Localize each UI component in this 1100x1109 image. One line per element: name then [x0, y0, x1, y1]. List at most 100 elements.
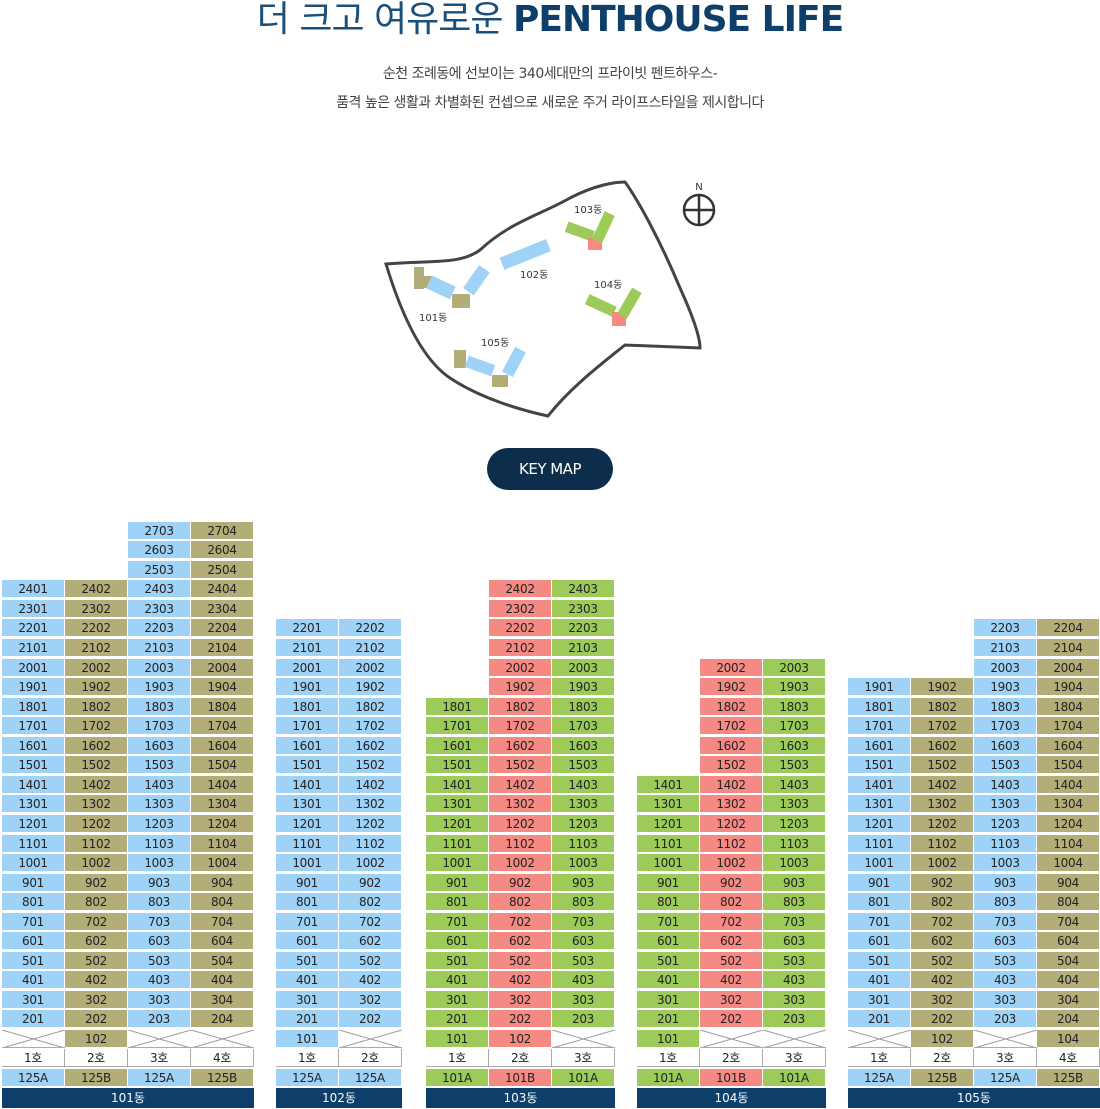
unit-cell: 1601 [848, 736, 911, 755]
unit-cell: 2603 [128, 541, 191, 560]
unit-cell: 1003 [974, 854, 1037, 873]
unit-cell: 1001 [848, 854, 911, 873]
unit-cell: 2002 [700, 658, 763, 677]
unit-cell: 2203 [552, 619, 615, 638]
unit-cell: 101 [276, 1030, 339, 1048]
unit-cell: 2003 [128, 658, 191, 677]
unit-cell: 1803 [974, 697, 1037, 716]
unit-cell: 2304 [191, 599, 254, 618]
site-key-map: N 103동 102동 104동 101동 105동 [384, 180, 716, 418]
unit-cell: 903 [974, 873, 1037, 892]
unit-cell: 2002 [489, 658, 552, 677]
unit-type: 125A [974, 1069, 1037, 1087]
unit-cell: 203 [128, 1010, 191, 1029]
unit-cell: 802 [65, 893, 128, 912]
unit-cell: 2302 [489, 599, 552, 618]
unit-cell: 901 [637, 873, 700, 892]
unit-cell: 901 [276, 873, 339, 892]
unit-cell: 2001 [276, 658, 339, 677]
unit-type: 101B [489, 1069, 552, 1087]
unit-cell: 601 [637, 932, 700, 951]
unit-cell: 1502 [700, 756, 763, 775]
unit-cell: 1703 [128, 717, 191, 736]
unit-cell: 401 [2, 971, 65, 990]
unit-cell: 1402 [911, 775, 974, 794]
unit-cell: 203 [974, 1010, 1037, 1029]
unit-cell: 1002 [911, 854, 974, 873]
unit-cell: 403 [128, 971, 191, 990]
building-104-shape [584, 287, 642, 326]
unit-cell: 201 [2, 1010, 65, 1029]
unit-cell: 704 [191, 912, 254, 931]
unit-cell: 301 [848, 990, 911, 1009]
unit-cell: 201 [276, 1010, 339, 1029]
unit-cell: 302 [339, 990, 402, 1009]
key-map-button[interactable]: KEY MAP [487, 448, 613, 490]
unit-cell: 1604 [191, 736, 254, 755]
building-name-label: 102동 [276, 1088, 402, 1108]
unit-cell: 1701 [276, 717, 339, 736]
unit-cell: 1903 [763, 678, 826, 697]
unit-cell: 202 [489, 1010, 552, 1029]
unit-cell: 101 [637, 1030, 700, 1048]
unit-cell: 2202 [489, 619, 552, 638]
unit-cell: 1401 [276, 775, 339, 794]
unit-cell: 203 [763, 1010, 826, 1029]
empty-floor-cell [552, 1030, 615, 1048]
unit-cell: 2004 [1037, 658, 1100, 677]
unit-cell: 1102 [489, 834, 552, 853]
unit-cell: 1504 [1037, 756, 1100, 775]
unit-cell: 501 [426, 951, 489, 970]
unit-cell: 1304 [191, 795, 254, 814]
unit-type: 125B [1037, 1069, 1100, 1087]
unit-cell: 401 [276, 971, 339, 990]
unit-cell: 1603 [974, 736, 1037, 755]
unit-cell: 502 [489, 951, 552, 970]
unit-cell: 1801 [426, 697, 489, 716]
unit-cell: 702 [489, 912, 552, 931]
building-name-label: 101동 [2, 1088, 254, 1108]
unit-cell: 403 [763, 971, 826, 990]
unit-cell: 2301 [2, 599, 65, 618]
unit-cell: 2002 [65, 658, 128, 677]
unit-cell: 402 [339, 971, 402, 990]
building-name-label: 104동 [637, 1088, 826, 1108]
unit-cell: 1303 [974, 795, 1037, 814]
unit-cell: 202 [700, 1010, 763, 1029]
unit-cell: 1404 [191, 775, 254, 794]
unit-cell: 1604 [1037, 736, 1100, 755]
unit-cell: 1902 [911, 678, 974, 697]
ho-label: 2호 [700, 1049, 763, 1067]
unit-cell: 1903 [974, 678, 1037, 697]
unit-cell: 1803 [128, 697, 191, 716]
unit-cell: 401 [426, 971, 489, 990]
unit-cell: 1702 [339, 717, 402, 736]
unit-cell: 1501 [276, 756, 339, 775]
title-bold: PENTHOUSE LIFE [512, 0, 844, 40]
unit-cell: 2503 [128, 560, 191, 579]
unit-cell: 2302 [65, 599, 128, 618]
unit-cell: 402 [911, 971, 974, 990]
building-name-label: 105동 [848, 1088, 1100, 1108]
unit-cell: 2203 [128, 619, 191, 638]
empty-floor-cell [128, 1030, 191, 1048]
unit-cell: 1103 [763, 834, 826, 853]
building-102-shape [499, 239, 551, 270]
unit-cell: 2104 [1037, 639, 1100, 657]
unit-cell: 904 [1037, 873, 1100, 892]
unit-cell: 203 [552, 1010, 615, 1029]
unit-cell: 701 [276, 912, 339, 931]
unit-type: 125A [128, 1069, 191, 1087]
unit-cell: 102 [489, 1030, 552, 1048]
unit-cell: 503 [763, 951, 826, 970]
ho-label: 3호 [128, 1049, 191, 1067]
unit-cell: 1202 [65, 814, 128, 833]
unit-cell: 1403 [974, 775, 1037, 794]
map-label-102: 102동 [520, 269, 548, 281]
unit-cell: 702 [700, 912, 763, 931]
unit-cell: 701 [637, 912, 700, 931]
unit-cell: 2204 [1037, 619, 1100, 638]
ho-label: 2호 [489, 1049, 552, 1067]
unit-cell: 1301 [637, 795, 700, 814]
unit-cell: 804 [1037, 893, 1100, 912]
